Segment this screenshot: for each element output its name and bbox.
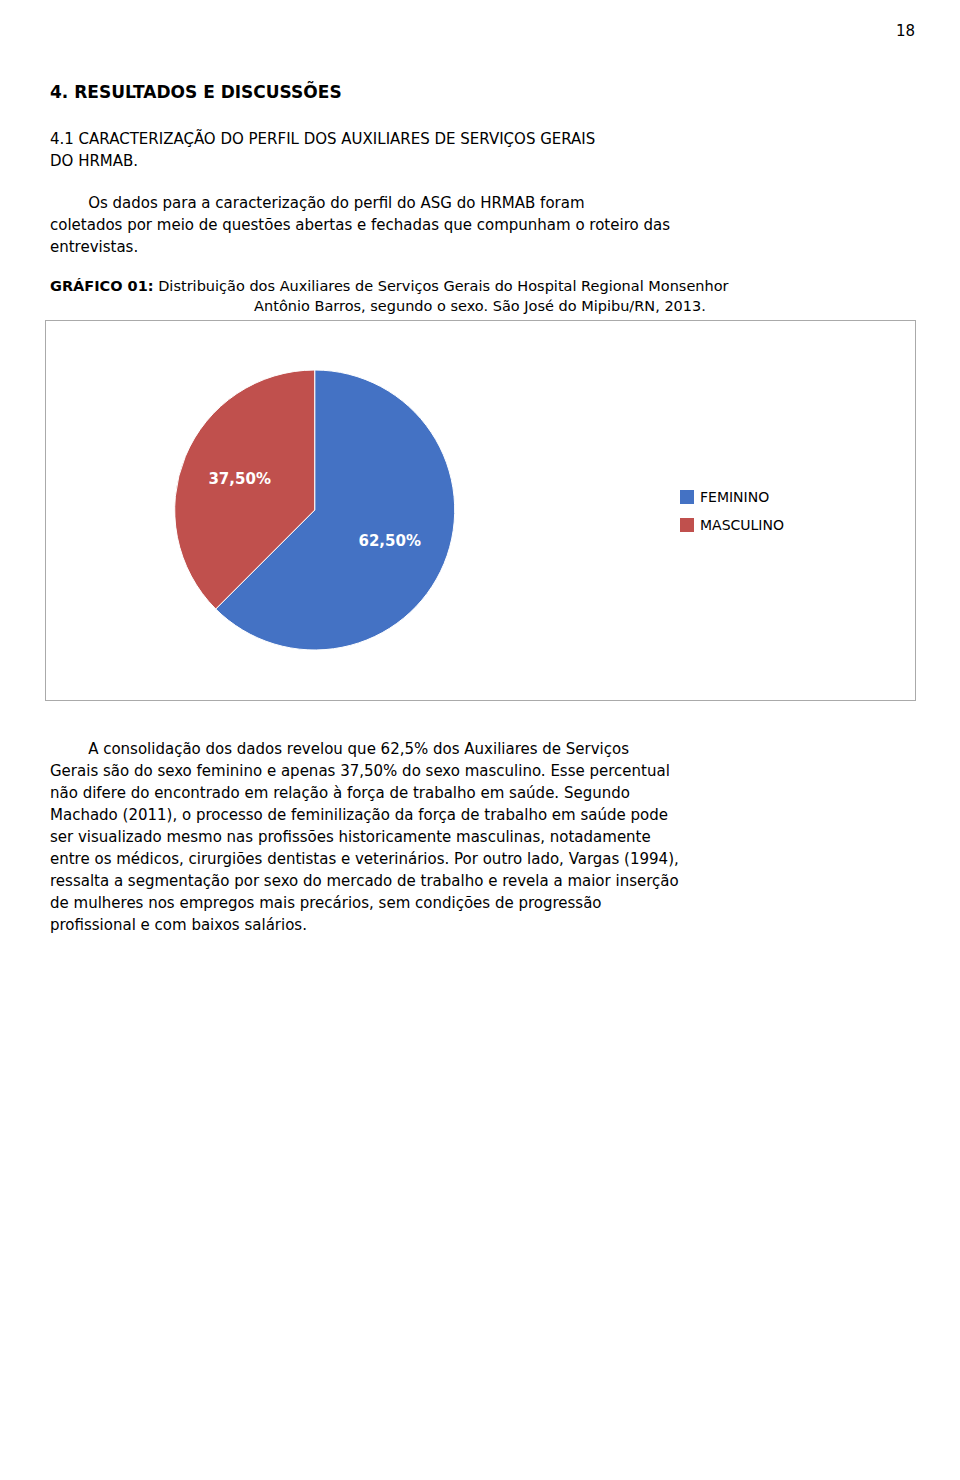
subsection-title: DO HRMAB. [50, 152, 138, 170]
paragraph-line: entre os médicos, cirurgiões dentistas e… [50, 850, 679, 868]
legend-swatch [680, 518, 694, 532]
legend-label: FEMININO [700, 489, 769, 505]
paragraph-line: entrevistas. [50, 238, 138, 256]
pie [175, 370, 455, 650]
chart-caption: GRÁFICO 01: Distribuição dos Auxiliares … [50, 278, 729, 295]
paragraph-line: ressalta a segmentação por sexo do merca… [50, 872, 679, 890]
caption-text: Distribuição dos Auxiliares de Serviços … [154, 278, 729, 294]
paragraph-line: profissional e com baixos salários. [50, 916, 307, 934]
paragraph-line: de mulheres nos empregos mais precários,… [50, 894, 602, 912]
pie-slice [216, 370, 455, 650]
section-title: 4. RESULTADOS E DISCUSSÕES [50, 82, 342, 102]
paragraph-line: coletados por meio de questões abertas e… [50, 216, 670, 234]
paragraph-line: A consolidação dos dados revelou que 62,… [50, 740, 629, 758]
caption-bold: GRÁFICO 01: [50, 278, 154, 294]
subsection-title: 4.1 CARACTERIZAÇÃO DO PERFIL DOS AUXILIA… [50, 130, 595, 148]
data-label: 37,50% [208, 470, 270, 488]
paragraph-line: ser visualizado mesmo nas profissões his… [50, 828, 651, 846]
data-label: 62,50% [358, 532, 420, 550]
page-number: 18 [896, 22, 915, 40]
pie-slice [175, 370, 315, 609]
chart-caption-line: Antônio Barros, segundo o sexo. São José… [0, 298, 960, 315]
paragraph-line: Machado (2011), o processo de feminiliza… [50, 806, 668, 824]
legend-swatch [680, 490, 694, 504]
legend-label: MASCULINO [700, 517, 784, 533]
paragraph-line: Gerais são do sexo feminino e apenas 37,… [50, 762, 670, 780]
paragraph-line: Os dados para a caracterização do perfil… [50, 194, 585, 212]
chart-frame [46, 321, 916, 701]
paragraph-line: não difere do encontrado em relação à fo… [50, 784, 630, 802]
